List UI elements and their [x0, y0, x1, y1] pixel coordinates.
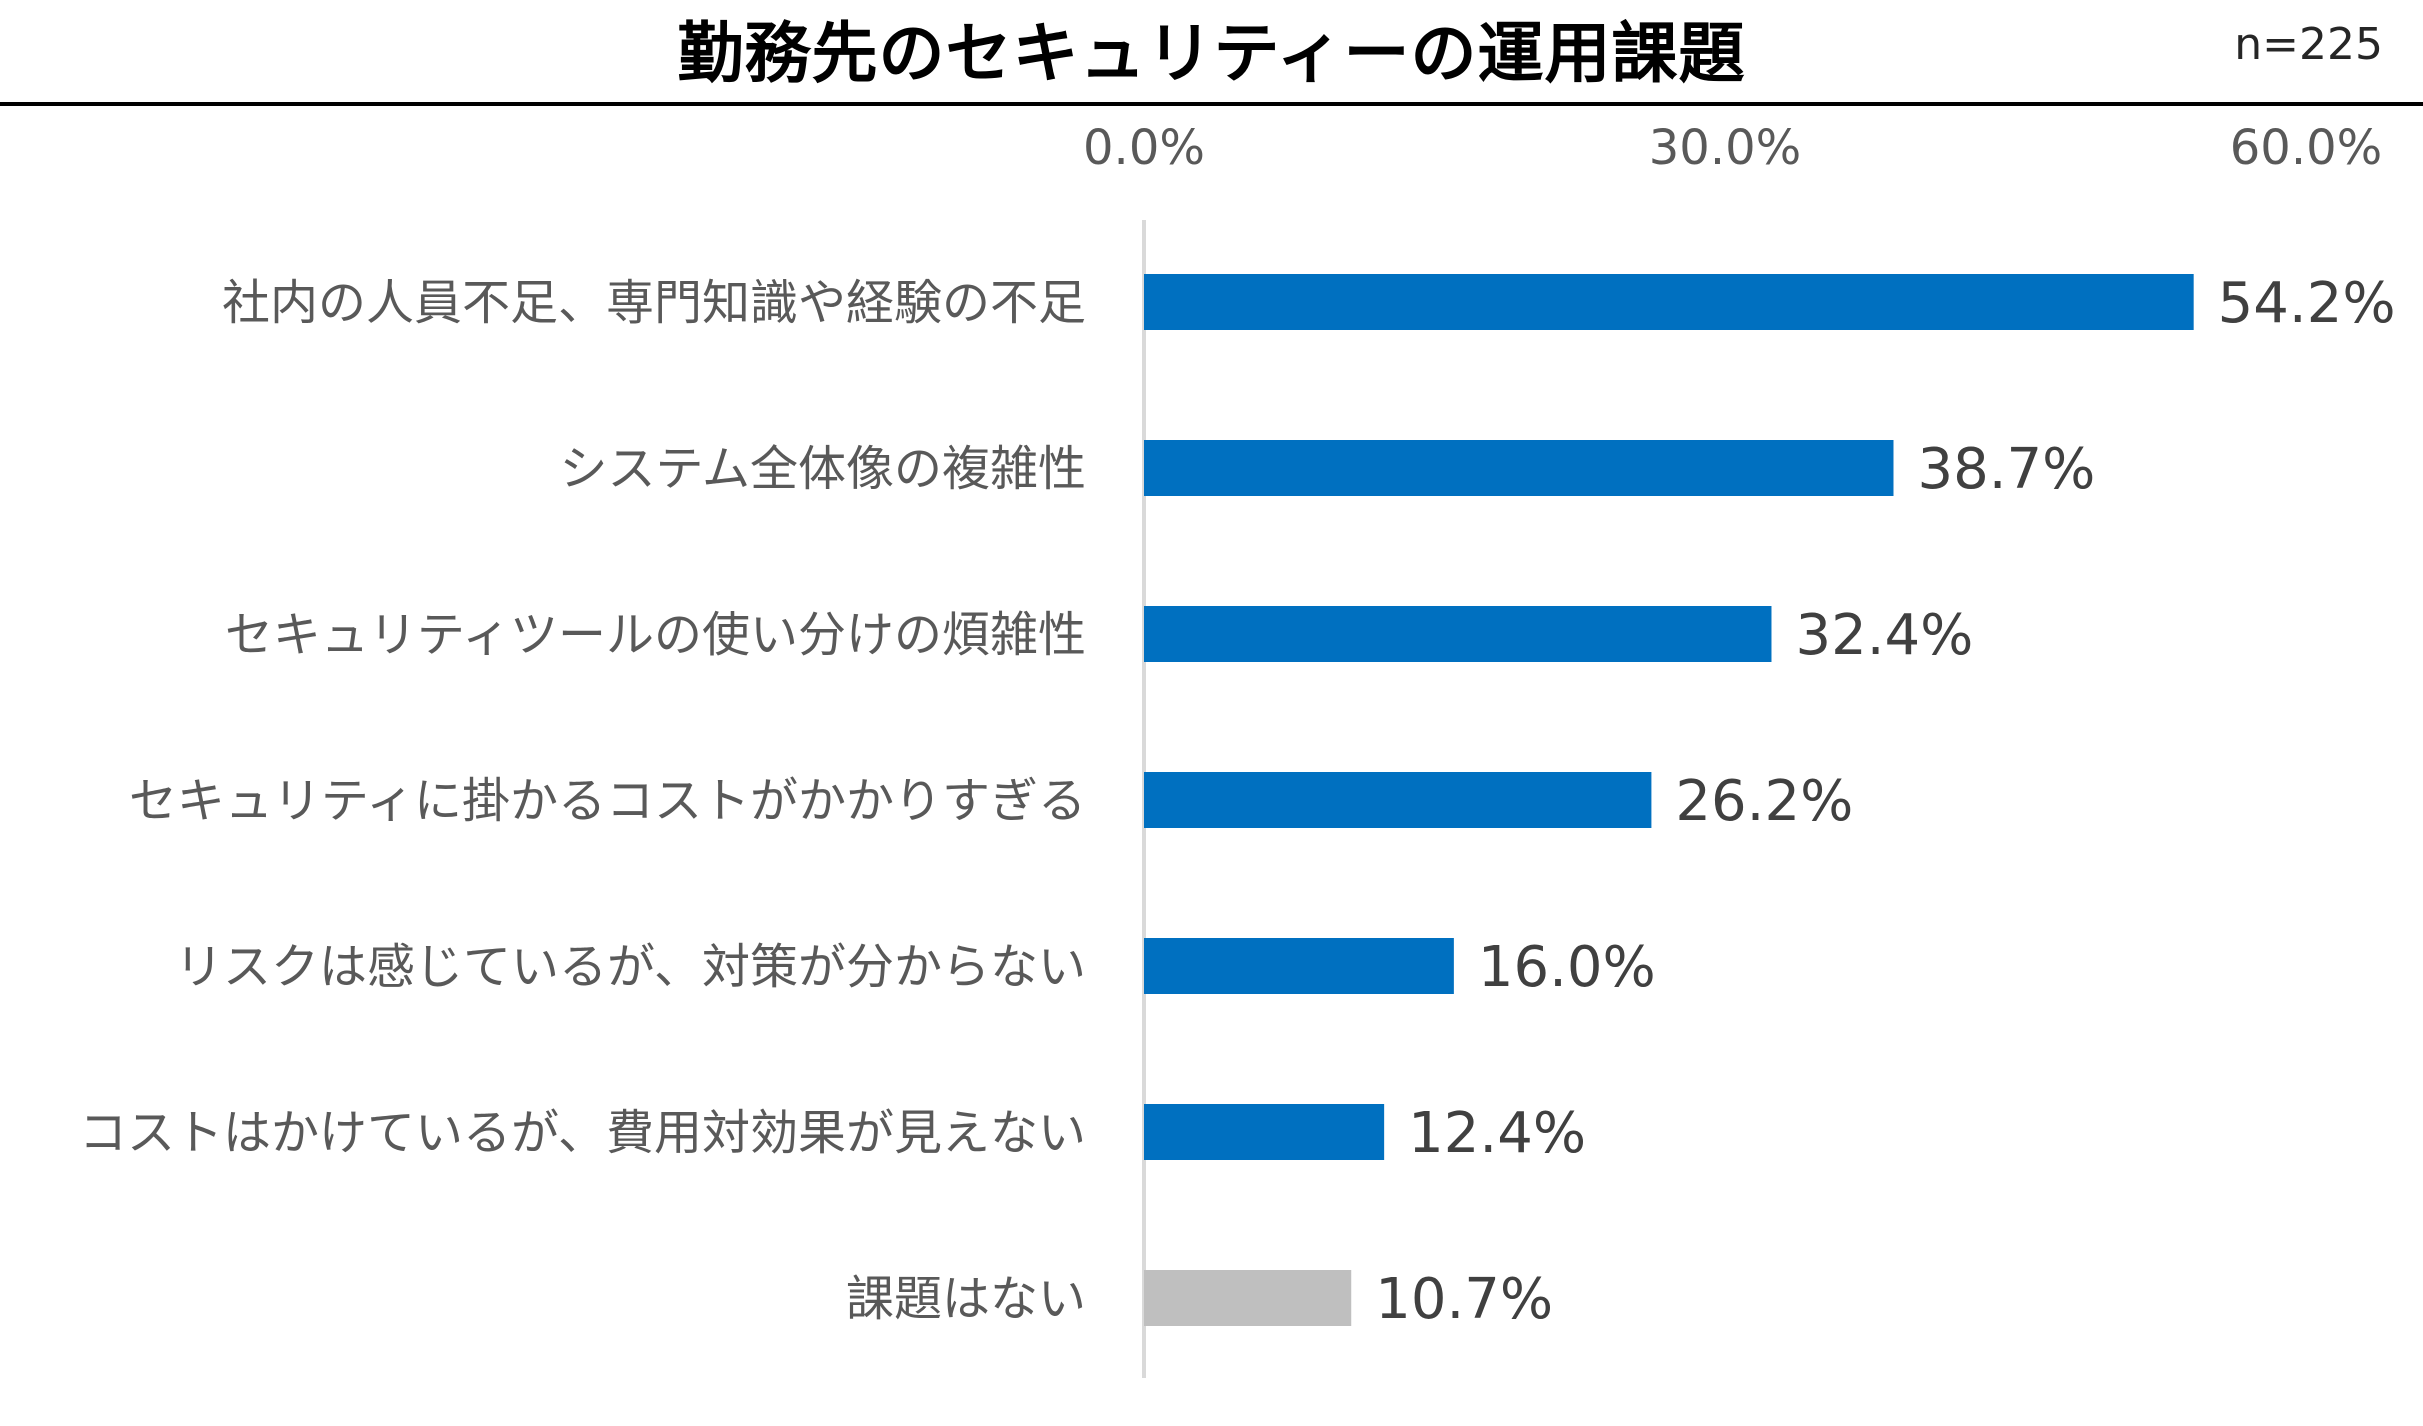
bar — [1144, 274, 2194, 330]
bar — [1144, 1270, 1352, 1326]
bar — [1144, 440, 1894, 496]
bar — [1144, 772, 1652, 828]
category-label: リスクは感じているが、対策が分からない — [175, 939, 1086, 995]
value-label: 16.0% — [1478, 935, 1656, 1000]
value-label: 38.7% — [1917, 437, 2095, 502]
category-label: 社内の人員不足、専門知識や経験の不足 — [222, 275, 1086, 331]
category-label: セキュリティに掛かるコストがかかりすぎる — [129, 773, 1086, 829]
x-tick-label: 30.0% — [1649, 120, 1801, 176]
x-tick-label: 60.0% — [2230, 120, 2382, 176]
value-label: 54.2% — [2218, 271, 2396, 336]
value-label: 12.4% — [1408, 1101, 1586, 1166]
value-label: 26.2% — [1675, 769, 1853, 834]
value-label: 10.7% — [1375, 1267, 1553, 1332]
bar — [1144, 1104, 1385, 1160]
value-label: 32.4% — [1795, 603, 1973, 668]
category-label: セキュリティツールの使い分けの煩雑性 — [225, 607, 1086, 663]
category-label: システム全体像の複雑性 — [559, 441, 1086, 497]
bar — [1144, 938, 1454, 994]
title-underline — [0, 102, 2423, 106]
category-label: コストはかけているが、費用対効果が見えない — [79, 1105, 1086, 1161]
category-label: 課題はない — [846, 1271, 1086, 1327]
bar — [1144, 606, 1772, 662]
chart-title: 勤務先のセキュリティーの運用課題 — [677, 15, 1746, 92]
x-tick-label: 0.0% — [1083, 120, 1205, 176]
sample-size-label: n=225 — [2234, 19, 2383, 70]
